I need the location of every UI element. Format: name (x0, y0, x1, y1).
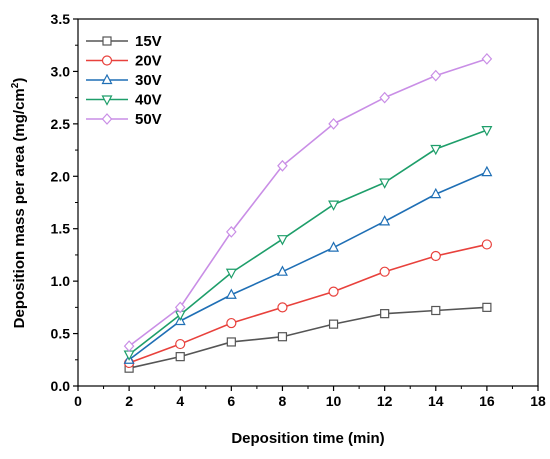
data-point (481, 165, 493, 177)
data-point (123, 340, 135, 353)
data-point (430, 187, 442, 199)
series-line (128, 129, 488, 356)
series-line (128, 243, 488, 364)
data-point (328, 200, 340, 211)
series-30v (123, 165, 493, 364)
x-tick-label: 18 (530, 393, 546, 409)
data-point (328, 319, 339, 329)
series-15v (124, 302, 492, 373)
series-40v (123, 126, 493, 361)
data-point (276, 265, 288, 276)
data-point (430, 144, 442, 156)
x-tick-label: 8 (279, 393, 287, 409)
data-point (380, 309, 390, 319)
legend-marker (102, 36, 112, 46)
data-point (328, 241, 340, 252)
data-point (430, 69, 442, 82)
legend-item-40v: 40V (86, 92, 162, 109)
data-point (175, 338, 186, 350)
series-line (128, 306, 487, 369)
y-axis-label-close: ) (11, 78, 28, 83)
legend-item-15v: 15V (86, 33, 162, 50)
data-point (481, 126, 493, 137)
series-20v (124, 239, 492, 369)
data-point (226, 337, 236, 347)
x-tick-label: 12 (377, 393, 393, 409)
x-tick-label: 2 (125, 393, 133, 409)
y-tick-label: 1.0 (51, 273, 71, 289)
legend-label: 30V (135, 72, 162, 89)
x-axis-label: Deposition time (min) (231, 430, 384, 447)
data-point (277, 332, 288, 342)
legend-item-30v: 30V (86, 72, 162, 89)
legend-item-50v: 50V (86, 111, 162, 128)
data-point (430, 250, 441, 262)
legend-marker (101, 55, 113, 66)
data-point (175, 352, 185, 362)
series-50v (123, 52, 493, 353)
legend-label: 50V (135, 111, 162, 128)
y-axis-label-main: Deposition mass per area (mg/cm (11, 88, 28, 328)
legend-label: 40V (135, 92, 162, 109)
data-point (277, 302, 288, 313)
data-point (379, 215, 391, 226)
data-point (328, 286, 339, 297)
legend: 15V 20V 30V 40V 50V (86, 33, 162, 128)
data-point (225, 268, 237, 280)
y-tick-label: 2.5 (51, 116, 71, 132)
y-tick-label: 2.0 (51, 168, 71, 184)
legend-item-20v: 20V (86, 53, 162, 70)
axis-ticks: 0 2 4 6 8 10 12 14 16 18 0.0 0.5 1.0 1.5 2.0 2.5 3.0 3.5 (51, 11, 546, 409)
legend-marker (101, 113, 113, 125)
data-point (379, 91, 390, 104)
x-tick-label: 14 (428, 393, 444, 409)
y-tick-label: 1.5 (51, 221, 71, 237)
y-tick-label: 0.5 (51, 326, 71, 342)
x-tick-label: 16 (479, 393, 495, 409)
y-tick-label: 3.0 (51, 63, 71, 79)
data-point (481, 52, 493, 65)
data-point (328, 117, 339, 130)
legend-label: 20V (135, 53, 162, 70)
legend-marker (101, 73, 113, 85)
data-point (379, 266, 390, 277)
series-line (128, 171, 488, 361)
data-point (276, 235, 288, 246)
data-point (226, 317, 237, 329)
x-tick-label: 6 (227, 393, 235, 409)
data-point (482, 302, 492, 312)
data-point (379, 178, 391, 189)
data-point (226, 225, 237, 238)
legend-marker (101, 95, 113, 106)
data-point (481, 239, 492, 250)
y-axis-label: Deposition mass per area (mg/cm2) (10, 78, 28, 329)
y-axis-label-superscript: 2 (10, 82, 21, 88)
data-point (277, 159, 288, 172)
x-tick-label: 0 (74, 393, 82, 409)
x-tick-label: 4 (176, 393, 184, 409)
series-line (128, 58, 488, 347)
series-layer (123, 52, 493, 373)
data-point (174, 301, 186, 314)
legend-label: 15V (135, 33, 162, 50)
x-tick-label: 10 (326, 393, 342, 409)
data-point (225, 288, 237, 299)
data-point (431, 305, 441, 316)
y-tick-label: 3.5 (51, 11, 71, 27)
y-tick-label: 0.0 (51, 378, 71, 394)
